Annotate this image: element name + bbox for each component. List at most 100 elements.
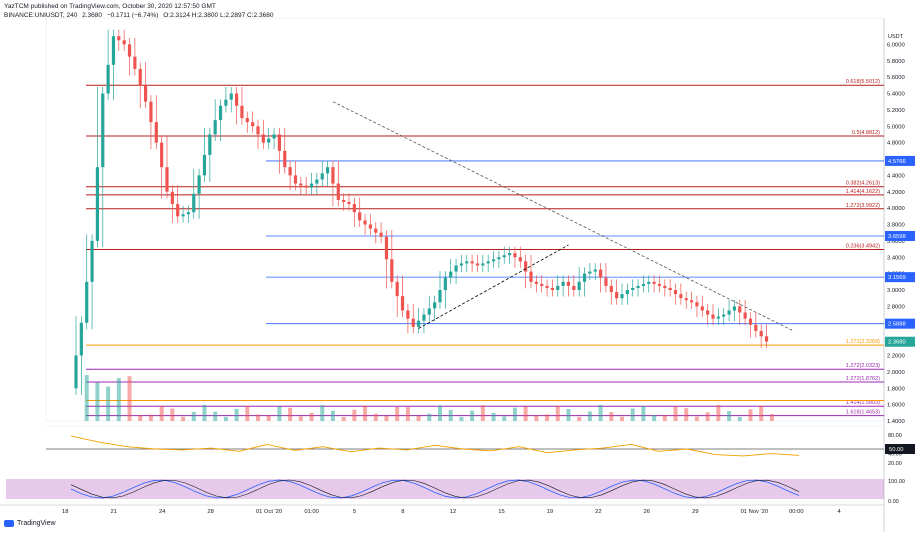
volume-bar (191, 411, 196, 421)
candle-body (706, 310, 710, 315)
brand-name: TradingView (17, 520, 56, 527)
y-tick-label: 5.2000 (887, 108, 905, 114)
candle-body (358, 212, 362, 221)
volume-bar (256, 414, 260, 421)
candle-body (95, 167, 100, 241)
volume-bar (737, 416, 742, 421)
price-change: −0.1711 (−6.74%) (106, 12, 159, 19)
candle-body (732, 306, 737, 311)
candle-body (497, 257, 501, 260)
price-pane (45, 17, 885, 422)
tradingview-footer[interactable]: TradingView (4, 520, 56, 527)
candle-body (470, 261, 474, 264)
volume-bar (181, 416, 186, 421)
trendline (332, 101, 794, 332)
candle-body (261, 134, 265, 143)
candle-body (117, 36, 121, 41)
candle-body (695, 302, 699, 307)
candle-body (127, 44, 132, 57)
candle-body (143, 85, 148, 102)
candle-body (636, 285, 640, 288)
candle-body (524, 261, 528, 272)
candle-body (625, 290, 629, 295)
candle-body (652, 281, 656, 284)
candle-body (748, 318, 753, 325)
candle-body (416, 320, 421, 327)
candle-body (368, 224, 373, 229)
candle-body (85, 281, 89, 323)
candle-body (598, 269, 603, 278)
y-tick-label: 5.6000 (887, 75, 905, 81)
chart-header: YazTCM published on TradingView.com, Oct… (4, 2, 276, 20)
publish-info: YazTCM published on TradingView.com, Oct… (4, 3, 216, 10)
candle-body (251, 122, 255, 127)
axis-price-tag-label: 3.6598 (888, 234, 906, 240)
volume-bar (673, 406, 678, 421)
candle-body (711, 314, 715, 319)
volume-bar (759, 405, 764, 421)
candle-body (240, 105, 244, 119)
candle-body (245, 118, 249, 123)
y-tick-label: 5.8000 (887, 59, 905, 65)
candle-body (342, 199, 346, 202)
volume-bar (694, 416, 699, 421)
rsi-tick-label: 80.00 (888, 433, 902, 439)
candle-body (186, 212, 191, 215)
candle-body (320, 173, 324, 180)
currency-label: USDT (888, 34, 904, 40)
candle-body (534, 281, 538, 284)
candle-body (224, 99, 228, 106)
candle-body (716, 316, 720, 319)
x-tick-label: 4 (838, 509, 842, 515)
candle-body (481, 263, 485, 266)
volume-bar (266, 415, 271, 421)
candle-body (347, 201, 351, 205)
volume-bar (320, 405, 325, 421)
candle-body (379, 232, 383, 237)
axis-price-tag-label: 2.3680 (888, 340, 906, 346)
volume-bar (662, 415, 667, 421)
candle-body (309, 183, 314, 188)
symbol-line: BINANCE:UNIUSDT, 240 2.3680 −0.1711 (−6.… (4, 11, 276, 20)
candle-body (181, 214, 185, 217)
volume-bar (555, 405, 560, 421)
volume-bar (748, 409, 753, 421)
x-tick-label: 01 Nov '20 (741, 509, 769, 515)
volume-bar (341, 416, 346, 421)
candle-body (700, 306, 704, 311)
candle-body (641, 283, 646, 286)
axis-price-tag-label: 3.1569 (888, 275, 906, 281)
volume-bar (652, 414, 657, 421)
level-label: 1.272(2.3268) (846, 339, 880, 345)
candle-body (336, 183, 340, 200)
candle-body (192, 193, 196, 213)
volume-bar (223, 416, 228, 421)
candle-body (208, 134, 212, 155)
candle-body (256, 126, 260, 135)
volume-bar (438, 405, 442, 421)
level-label: 1.272(3.9922) (846, 203, 880, 209)
volume-bar (106, 386, 111, 421)
candle-body (299, 183, 303, 186)
axis-price-tag (885, 318, 915, 329)
stoch-d-line (70, 479, 800, 499)
x-tick-label: 5 (353, 509, 356, 515)
candle-body (352, 204, 356, 213)
candle-body (443, 277, 447, 290)
candle-body (663, 285, 667, 288)
candle-body (438, 290, 442, 303)
candle-body (727, 310, 731, 315)
x-tick-label: 8 (401, 509, 404, 515)
volume-bar (330, 410, 335, 421)
x-tick-label: 29 (692, 509, 698, 515)
candle-body (202, 154, 207, 176)
axis-price-tag (885, 272, 915, 283)
x-tick-label: 00:00 (789, 509, 804, 515)
volume-bar (84, 375, 89, 421)
candle-body (170, 191, 174, 205)
volume-bar (277, 406, 282, 421)
candle-body (593, 269, 597, 272)
axis-price-tag (885, 230, 915, 241)
axis-price-tag-label: 4.5766 (888, 159, 906, 165)
